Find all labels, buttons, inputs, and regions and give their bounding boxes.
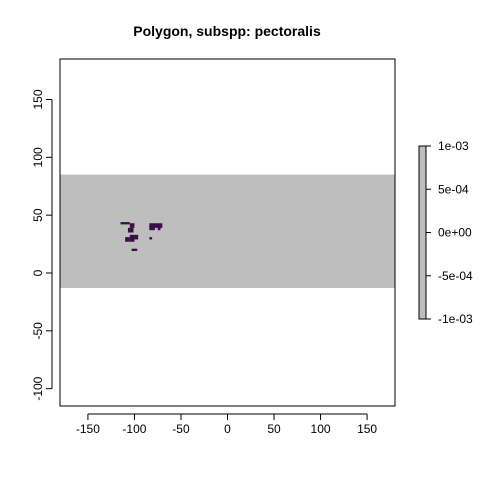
y-tick-label: -100: [31, 376, 45, 400]
polygon-cell: [134, 234, 139, 240]
legend-tick-label: -1e-03: [438, 312, 473, 326]
x-axis: -150 -100 -50 0 50 100 150: [76, 413, 377, 436]
y-tick-label: -50: [31, 322, 45, 340]
legend-tick-label: 1e-03: [438, 139, 469, 153]
y-tick-label: 50: [31, 208, 45, 222]
chart-title: Polygon, subspp: pectoralis: [133, 23, 321, 39]
color-legend: 1e-03 5e-04 0e+00 -5e-04 -1e-03: [418, 139, 473, 326]
x-tick-label: 150: [357, 422, 377, 436]
polygon-cell: [131, 248, 138, 252]
legend-tick-label: 5e-04: [438, 182, 469, 196]
raster-band: [60, 174, 395, 289]
y-tick-label: 100: [31, 147, 45, 167]
polygon-cell: [149, 226, 155, 231]
polygon-cell: [120, 222, 130, 225]
polygon-cell: [149, 237, 153, 240]
polygon-cell: [157, 226, 161, 231]
polygon-cell: [129, 234, 135, 242]
x-tick-label: -50: [172, 422, 190, 436]
polygon-cell: [125, 237, 130, 242]
y-tick-label: 0: [31, 269, 45, 276]
x-tick-label: 50: [267, 422, 281, 436]
x-tick-label: -150: [76, 422, 100, 436]
y-tick-label: 150: [31, 89, 45, 109]
polygon-cell: [149, 223, 163, 228]
legend-tick-label: -5e-04: [438, 269, 473, 283]
legend-tick-label: 0e+00: [438, 226, 472, 240]
y-axis: -100 -50 0 50 100 150: [31, 89, 53, 401]
x-tick-label: 0: [224, 422, 231, 436]
legend-colorbar: [418, 145, 427, 320]
plot-area: [59, 58, 396, 407]
x-tick-label: 100: [311, 422, 331, 436]
x-tick-label: -100: [122, 422, 146, 436]
plot-border: [59, 58, 396, 407]
polygon-cell: [129, 223, 135, 228]
polygon-cell: [127, 227, 134, 233]
